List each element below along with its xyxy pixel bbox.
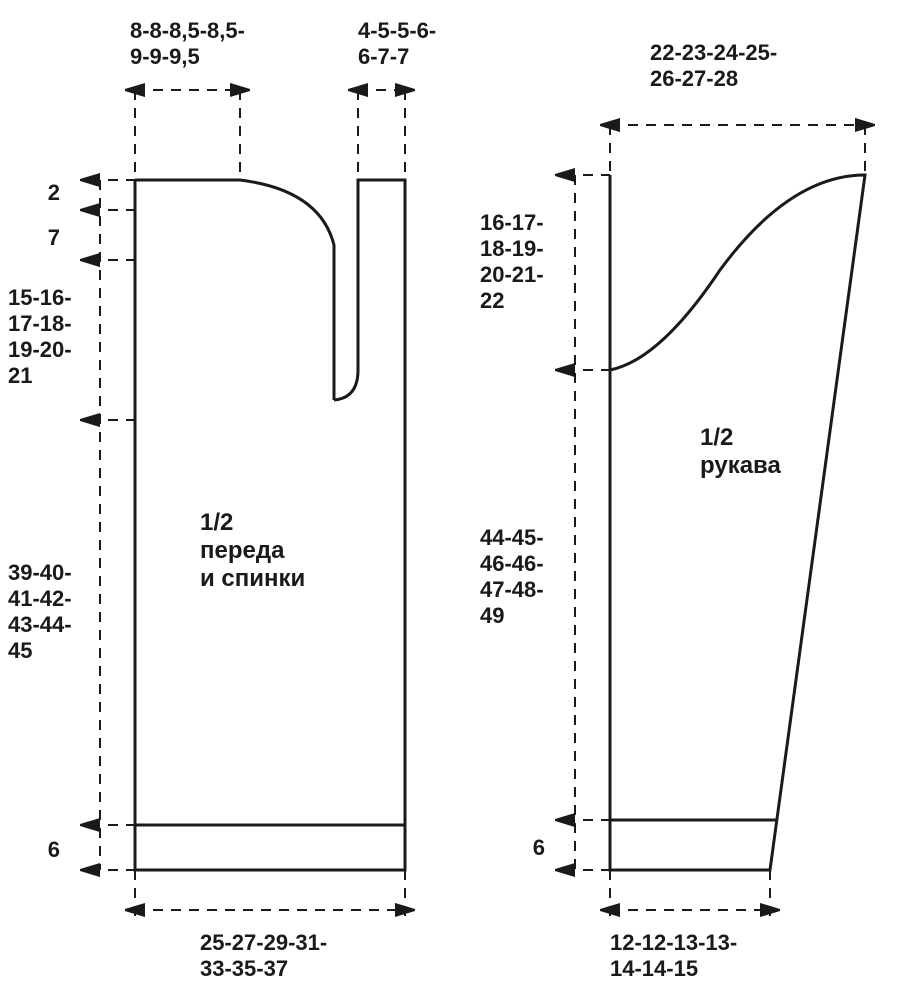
- dim-label-body: 39-40-41-42-43-44-45: [8, 560, 72, 663]
- sleeve-outline: [610, 175, 865, 870]
- dim-label-sleeve-body: 44-45-46-46-47-48-49: [480, 525, 544, 628]
- dim-label-sleeve-top: 22-23-24-25-26-27-28: [650, 40, 777, 91]
- dim-label-sleeve-cuff: 6: [533, 835, 545, 860]
- dim-label-sleeve-cap: 16-17-18-19-20-21-22: [480, 210, 544, 313]
- dim-label-hem: 6: [48, 837, 60, 862]
- body-outline: [135, 180, 405, 870]
- dim-label-sleeve-bottom: 12-12-13-13-14-14-15: [610, 930, 737, 981]
- sleeve-piece: 22-23-24-25-26-27-28 16-17-18-19-20-21-2…: [480, 40, 865, 981]
- sleeve-piece-label: 1/2рукава: [700, 424, 781, 479]
- dim-label-bottom: 25-27-29-31-33-35-37: [200, 930, 327, 981]
- body-piece-label: 1/2передаи спинки: [200, 509, 305, 592]
- dim-label-2: 2: [48, 180, 60, 205]
- dim-label-shoulder: 4-5-5-6-6-7-7: [358, 18, 436, 69]
- dim-label-armhole: 15-16-17-18-19-20-21: [8, 285, 72, 388]
- pattern-diagram: 8-8-8,5-8,5-9-9-9,5 4-5-5-6-6-7-7 2 7 15…: [0, 0, 909, 1000]
- body-piece: 8-8-8,5-8,5-9-9-9,5 4-5-5-6-6-7-7 2 7 15…: [8, 18, 436, 981]
- dim-label-neck: 8-8-8,5-8,5-9-9-9,5: [130, 18, 245, 69]
- dim-label-7: 7: [48, 225, 60, 250]
